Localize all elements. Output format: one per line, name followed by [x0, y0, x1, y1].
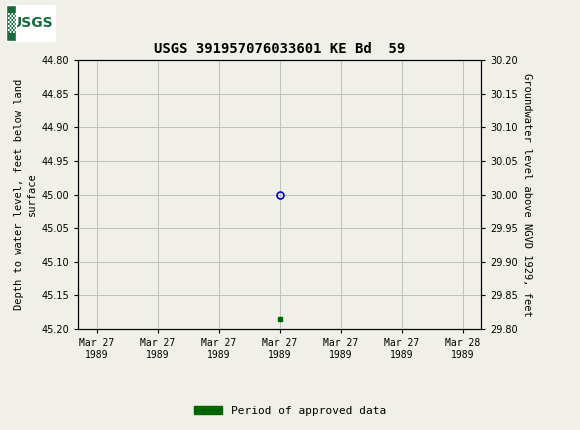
Y-axis label: Groundwater level above NGVD 1929, feet: Groundwater level above NGVD 1929, feet — [523, 73, 532, 316]
Legend: Period of approved data: Period of approved data — [190, 401, 390, 420]
Text: ▒: ▒ — [8, 12, 17, 33]
Y-axis label: Depth to water level, feet below land
surface: Depth to water level, feet below land su… — [14, 79, 37, 310]
FancyBboxPatch shape — [6, 4, 16, 41]
Text: USGS: USGS — [10, 15, 53, 30]
FancyBboxPatch shape — [6, 4, 55, 41]
Title: USGS 391957076033601 KE Bd  59: USGS 391957076033601 KE Bd 59 — [154, 42, 405, 56]
